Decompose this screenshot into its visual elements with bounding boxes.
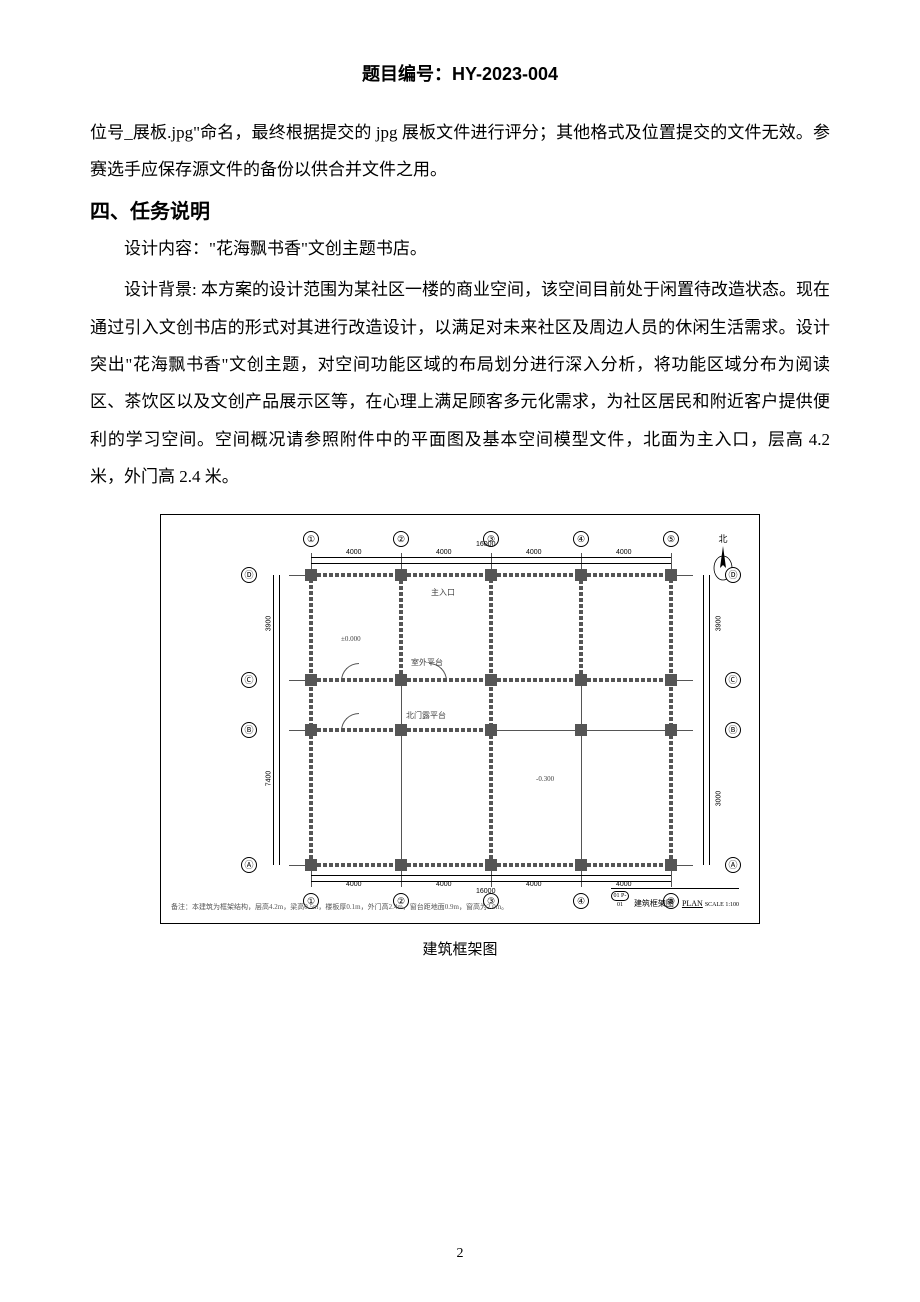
plan-title-extra: PLAN [682, 899, 703, 908]
dim-total: 16000 [476, 541, 495, 548]
grid-col-4: ④ [573, 531, 589, 547]
grid-row-ar: Ⓐ [725, 857, 741, 873]
dim: 3000 [715, 790, 722, 806]
grid-col-4b: ④ [573, 893, 589, 909]
dim: 4000 [436, 549, 452, 556]
label-entrance: 主入口 [431, 587, 455, 598]
grid-col-2: ② [393, 531, 409, 547]
design-background-para: 设计背景: 本方案的设计范围为某社区一楼的商业空间，该空间目前处于闲置待改造状态… [90, 271, 830, 495]
plan-grid: 主入口 室外平台 北门露平台 ±0.000 -0.300 ① ② ③ ④ ⑤ ①… [311, 575, 671, 865]
figure-caption: 建筑框架图 [160, 938, 760, 959]
plan-note: 备注：本建筑为框架结构，层高4.2m，梁高0.5m，楼板厚0.1m，外门高2.4… [171, 903, 508, 912]
dim: 3900 [715, 615, 722, 631]
plan-title-text: 建筑框架图 [634, 899, 674, 908]
page-number: 2 [0, 1246, 920, 1262]
grid-row-d: Ⓓ [241, 567, 257, 583]
grid-col-5: ⑤ [663, 531, 679, 547]
paragraph-continuation: 位号_展板.jpg"命名，最终根据提交的 jpg 展板文件进行评分；其他格式及位… [90, 114, 830, 189]
grid-row-a: Ⓐ [241, 857, 257, 873]
figure-container: 北 [160, 514, 760, 959]
label-outdoor: 室外平台 [411, 657, 443, 668]
label-northdeck: 北门露平台 [406, 710, 446, 721]
grid-row-c: Ⓒ [241, 672, 257, 688]
dim: 4000 [616, 549, 632, 556]
north-label: 北 [718, 534, 727, 544]
section-4-heading: 四、任务说明 [90, 195, 830, 224]
design-content-para: 设计内容："花海飘书香"文创主题书店。 [90, 230, 830, 267]
dim: 4000 [526, 881, 542, 888]
grid-row-b: Ⓑ [241, 722, 257, 738]
grid-row-br: Ⓑ [725, 722, 741, 738]
grid-col-1: ① [303, 531, 319, 547]
plan-scale: SCALE 1:100 [705, 902, 739, 908]
dim: 4000 [436, 881, 452, 888]
plan-code: 01 P-01 [611, 891, 629, 901]
plan-title-block: 01 P-01 建筑框架图 PLAN SCALE 1:100 [611, 888, 739, 909]
dim: 4000 [526, 549, 542, 556]
label-level2: -0.300 [536, 775, 554, 783]
dim: 4000 [616, 881, 632, 888]
dim: 3900 [265, 615, 272, 631]
grid-row-cr: Ⓒ [725, 672, 741, 688]
floor-plan-figure: 北 [160, 514, 760, 924]
grid-row-dr: Ⓓ [725, 567, 741, 583]
dim: 4000 [346, 549, 362, 556]
dim-total: 16000 [476, 888, 495, 895]
document-header: 题目编号：HY-2023-004 [90, 60, 830, 86]
dim: 4000 [346, 881, 362, 888]
dim: 7400 [265, 770, 272, 786]
label-level1: ±0.000 [341, 635, 361, 643]
